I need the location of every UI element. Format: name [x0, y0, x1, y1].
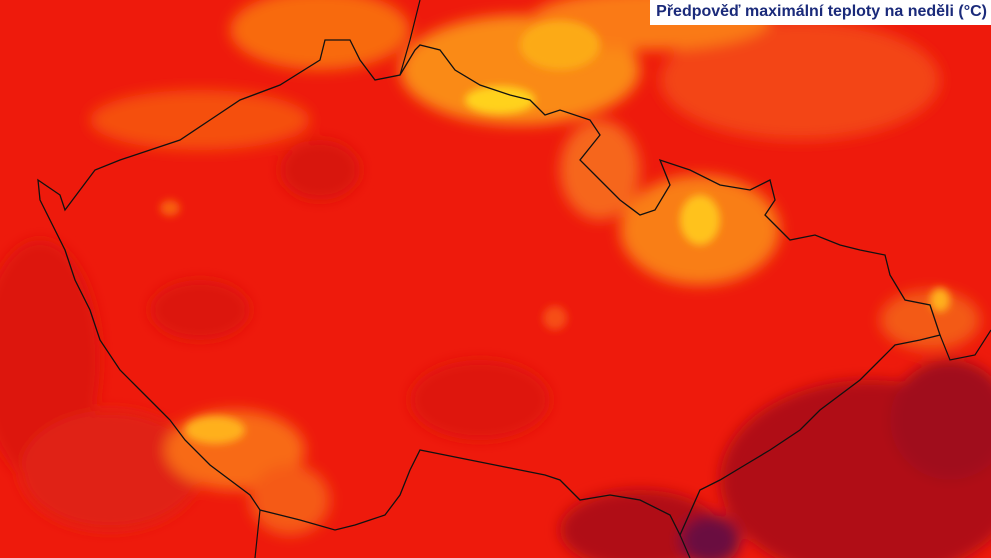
neighbour-border: [254, 0, 991, 558]
map-title: Předpověď maximální teploty na neděli (°…: [650, 0, 991, 25]
warm-spots: [160, 20, 950, 444]
